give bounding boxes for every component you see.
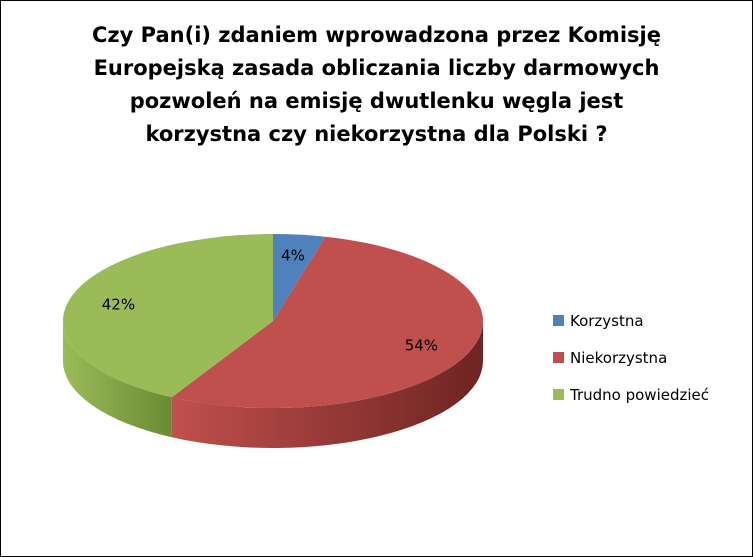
slice-niekorzystna xyxy=(171,236,483,408)
legend-swatch-korzystna xyxy=(553,315,564,326)
legend: Korzystna Niekorzystna Trudno powiedzieć xyxy=(553,311,709,422)
legend-swatch-trudno-powiedziec xyxy=(553,389,564,400)
chart-title: Czy Pan(i) zdaniem wprowadzona przez Kom… xyxy=(41,19,712,151)
chart-title-line-1: Czy Pan(i) zdaniem wprowadzona przez Kom… xyxy=(92,23,661,47)
chart-title-line-3: pozwoleń na emisję dwutlenku węgla jest xyxy=(129,89,624,113)
slice-side-niekorzystna xyxy=(171,321,483,449)
chart-title-line-4: korzystna czy niekorzystna dla Polski ? xyxy=(145,122,608,146)
slice-korzystna xyxy=(273,234,326,321)
pie-sides xyxy=(63,321,483,449)
slice-label-korzystna: 4% xyxy=(281,246,305,264)
legend-label-niekorzystna: Niekorzystna xyxy=(570,348,668,367)
legend-label-korzystna: Korzystna xyxy=(570,311,644,330)
legend-swatch-niekorzystna xyxy=(553,352,564,363)
slice-trudno-powiedziec xyxy=(62,233,273,398)
slice-side-trudno-powiedziec xyxy=(63,321,172,438)
pie-tops xyxy=(62,233,483,408)
slice-label-trudno-powiedziec: 42% xyxy=(102,296,135,314)
legend-item-trudno-powiedziec: Trudno powiedzieć xyxy=(553,385,709,404)
pie-labels: 4% 54% 42% xyxy=(102,246,438,354)
legend-label-trudno-powiedziec: Trudno powiedzieć xyxy=(570,385,710,404)
legend-item-niekorzystna: Niekorzystna xyxy=(553,348,709,367)
legend-item-korzystna: Korzystna xyxy=(553,311,709,330)
slice-label-niekorzystna: 54% xyxy=(405,336,438,354)
chart-title-line-2: Europejską zasada obliczania liczby darm… xyxy=(93,56,660,80)
